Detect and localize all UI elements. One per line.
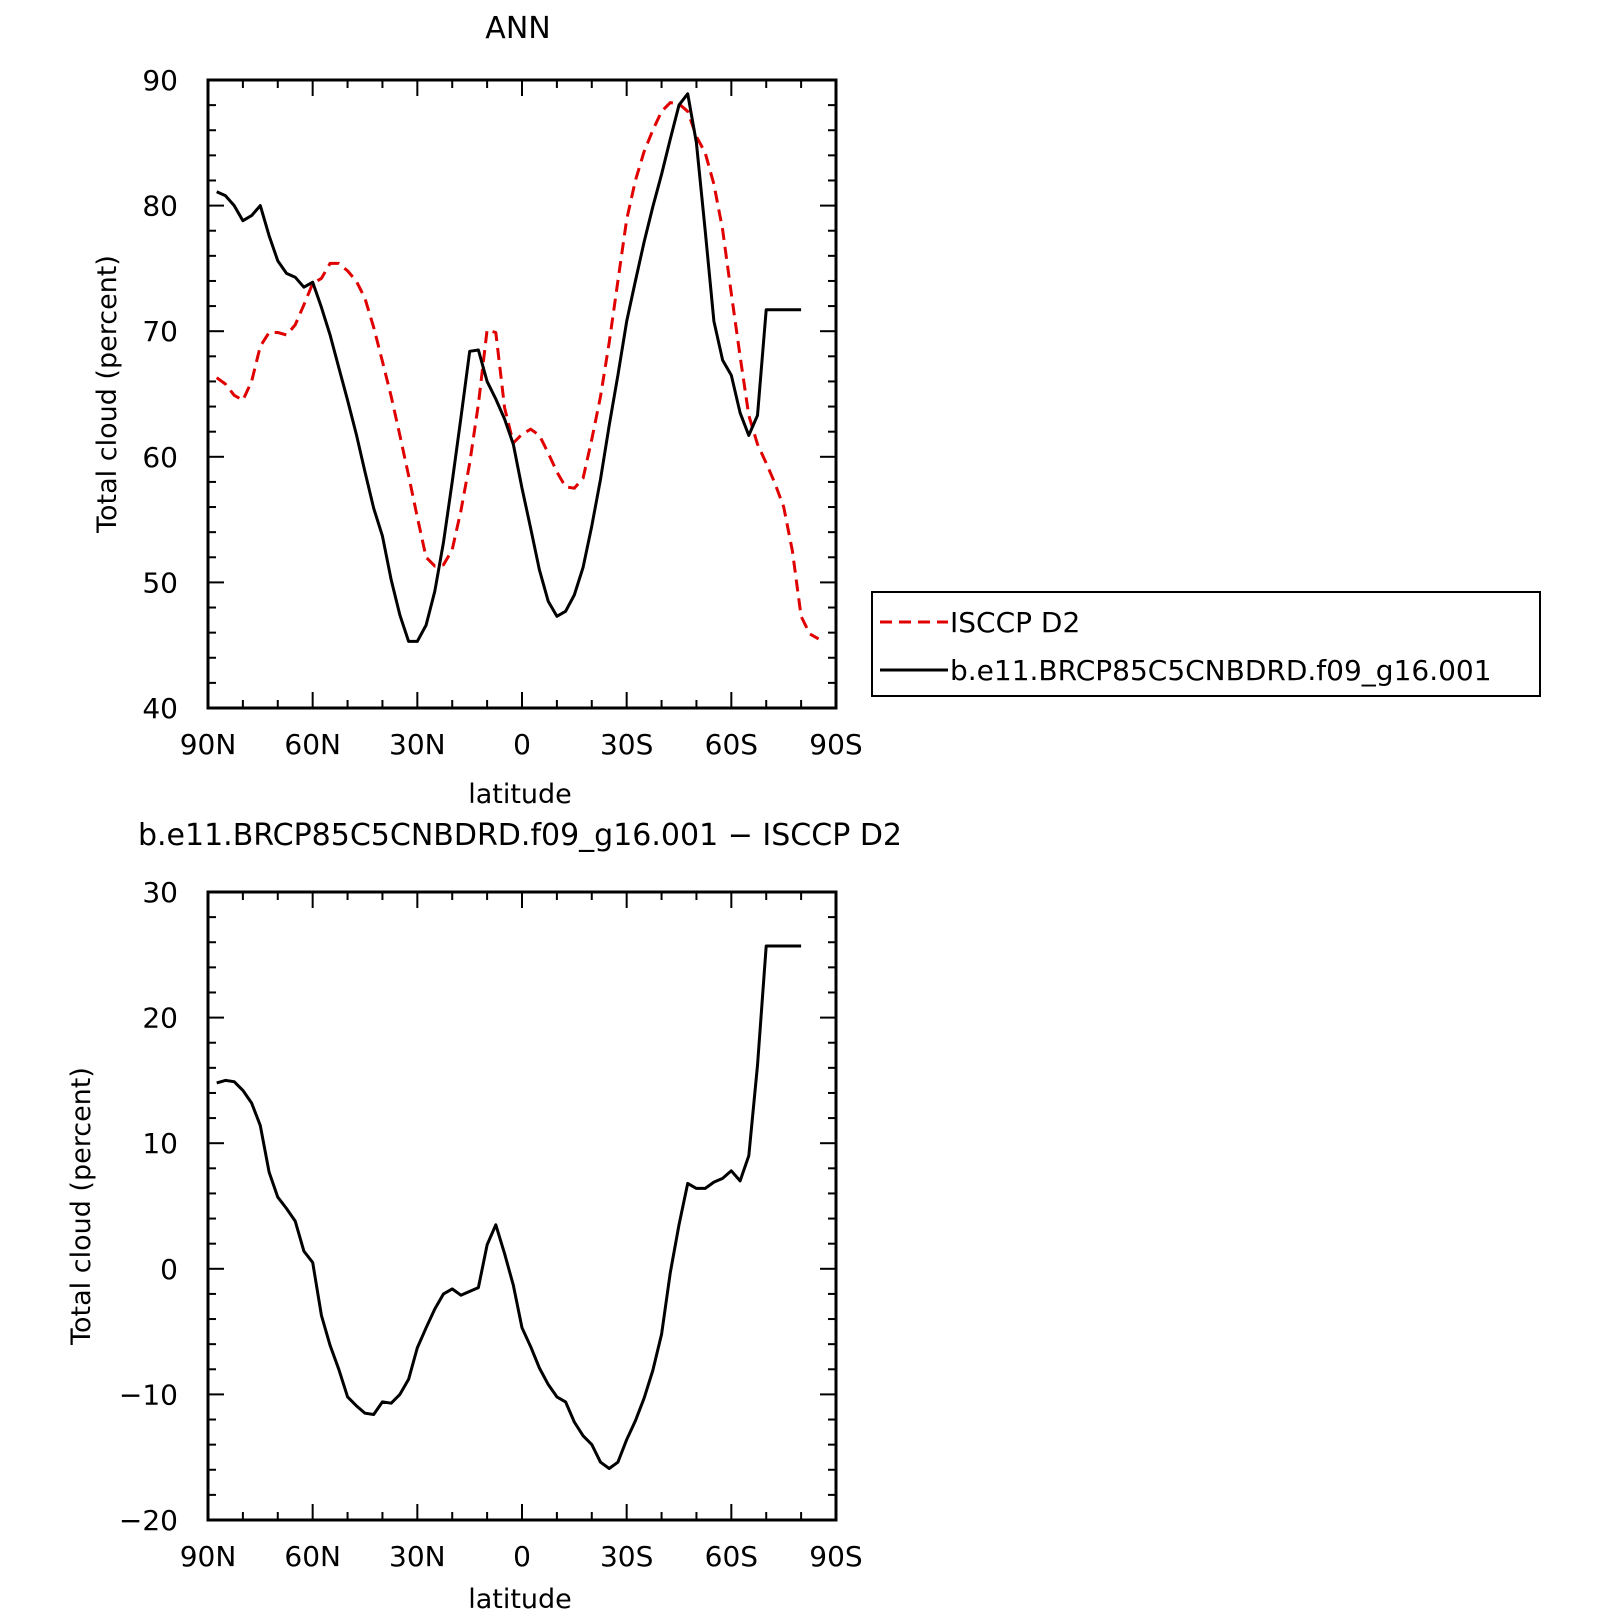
series-line-0 [215,101,820,641]
x-axis-label-bottom: latitude [468,1584,572,1613]
x-tick-label: 90S [809,1540,862,1573]
top-ticks [207,79,837,709]
chart-title-bottom: b.e11.BRCP85C5CNBDRD.f09_g16.001 − ISCCP… [138,818,902,853]
bottom-ticks [207,891,837,1521]
x-tick-label: 90N [180,1540,237,1573]
y-tick-label: −10 [119,1378,178,1411]
x-tick-label: 60N [284,1540,341,1573]
x-tick-label: 60S [705,728,758,761]
legend-label-model: b.e11.BRCP85C5CNBDRD.f09_g16.001 [950,654,1492,687]
x-tick-label: 90S [809,728,862,761]
y-tick-label: −20 [119,1504,178,1537]
x-tick-label: 30N [389,1540,446,1573]
y-tick-label: 90 [142,64,178,97]
top-ytick-labels: 40 50 60 70 80 90 [142,64,178,725]
y-tick-label: 40 [142,692,178,725]
y-tick-label: 50 [142,566,178,599]
panel-top: ANN 40 50 60 70 80 90 90N 60N 30N 0 30S 60S 90S lat… [92,11,1541,810]
legend-box [871,591,1541,697]
bottom-plot-frame [206,890,838,1522]
y-tick-label: 20 [142,1002,178,1035]
bottom-ytick-labels: −20 −10 0 10 20 30 [119,876,178,1537]
top-plot-frame [206,78,838,710]
top-xtick-labels: 90N 60N 30N 0 30S 60S 90S [180,728,863,761]
top-series [215,92,820,643]
y-tick-label: 80 [142,190,178,223]
y-tick-label: 0 [160,1253,178,1286]
y-axis-label-top: Total cloud (percent) [92,255,123,534]
series-line-0 [216,944,802,1470]
x-tick-label: 0 [513,1540,531,1573]
x-tick-label: 30S [600,728,653,761]
x-axis-label-top: latitude [468,779,572,810]
y-tick-label: 60 [142,441,178,474]
chart-title-top: ANN [485,11,550,46]
y-tick-label: 30 [142,876,178,909]
x-tick-label: 30S [600,1540,653,1573]
bottom-series [216,944,802,1470]
legend-label-isccp: ISCCP D2 [950,606,1080,639]
x-tick-label: 60N [284,728,341,761]
legend: ISCCP D2 b.e11.BRCP85C5CNBDRD.f09_g16.00… [871,591,1541,697]
y-tick-label: 10 [142,1127,178,1160]
bottom-xtick-labels: 90N 60N 30N 0 30S 60S 90S [180,1540,863,1573]
x-tick-label: 90N [180,728,237,761]
y-tick-label: 70 [142,315,178,348]
panel-bottom: b.e11.BRCP85C5CNBDRD.f09_g16.001 − ISCCP… [66,818,902,1613]
y-axis-label-bottom: Total cloud (percent) [66,1067,97,1346]
x-tick-label: 60S [705,1540,758,1573]
series-line-1 [216,92,802,643]
x-tick-label: 30N [389,728,446,761]
x-tick-label: 0 [513,728,531,761]
